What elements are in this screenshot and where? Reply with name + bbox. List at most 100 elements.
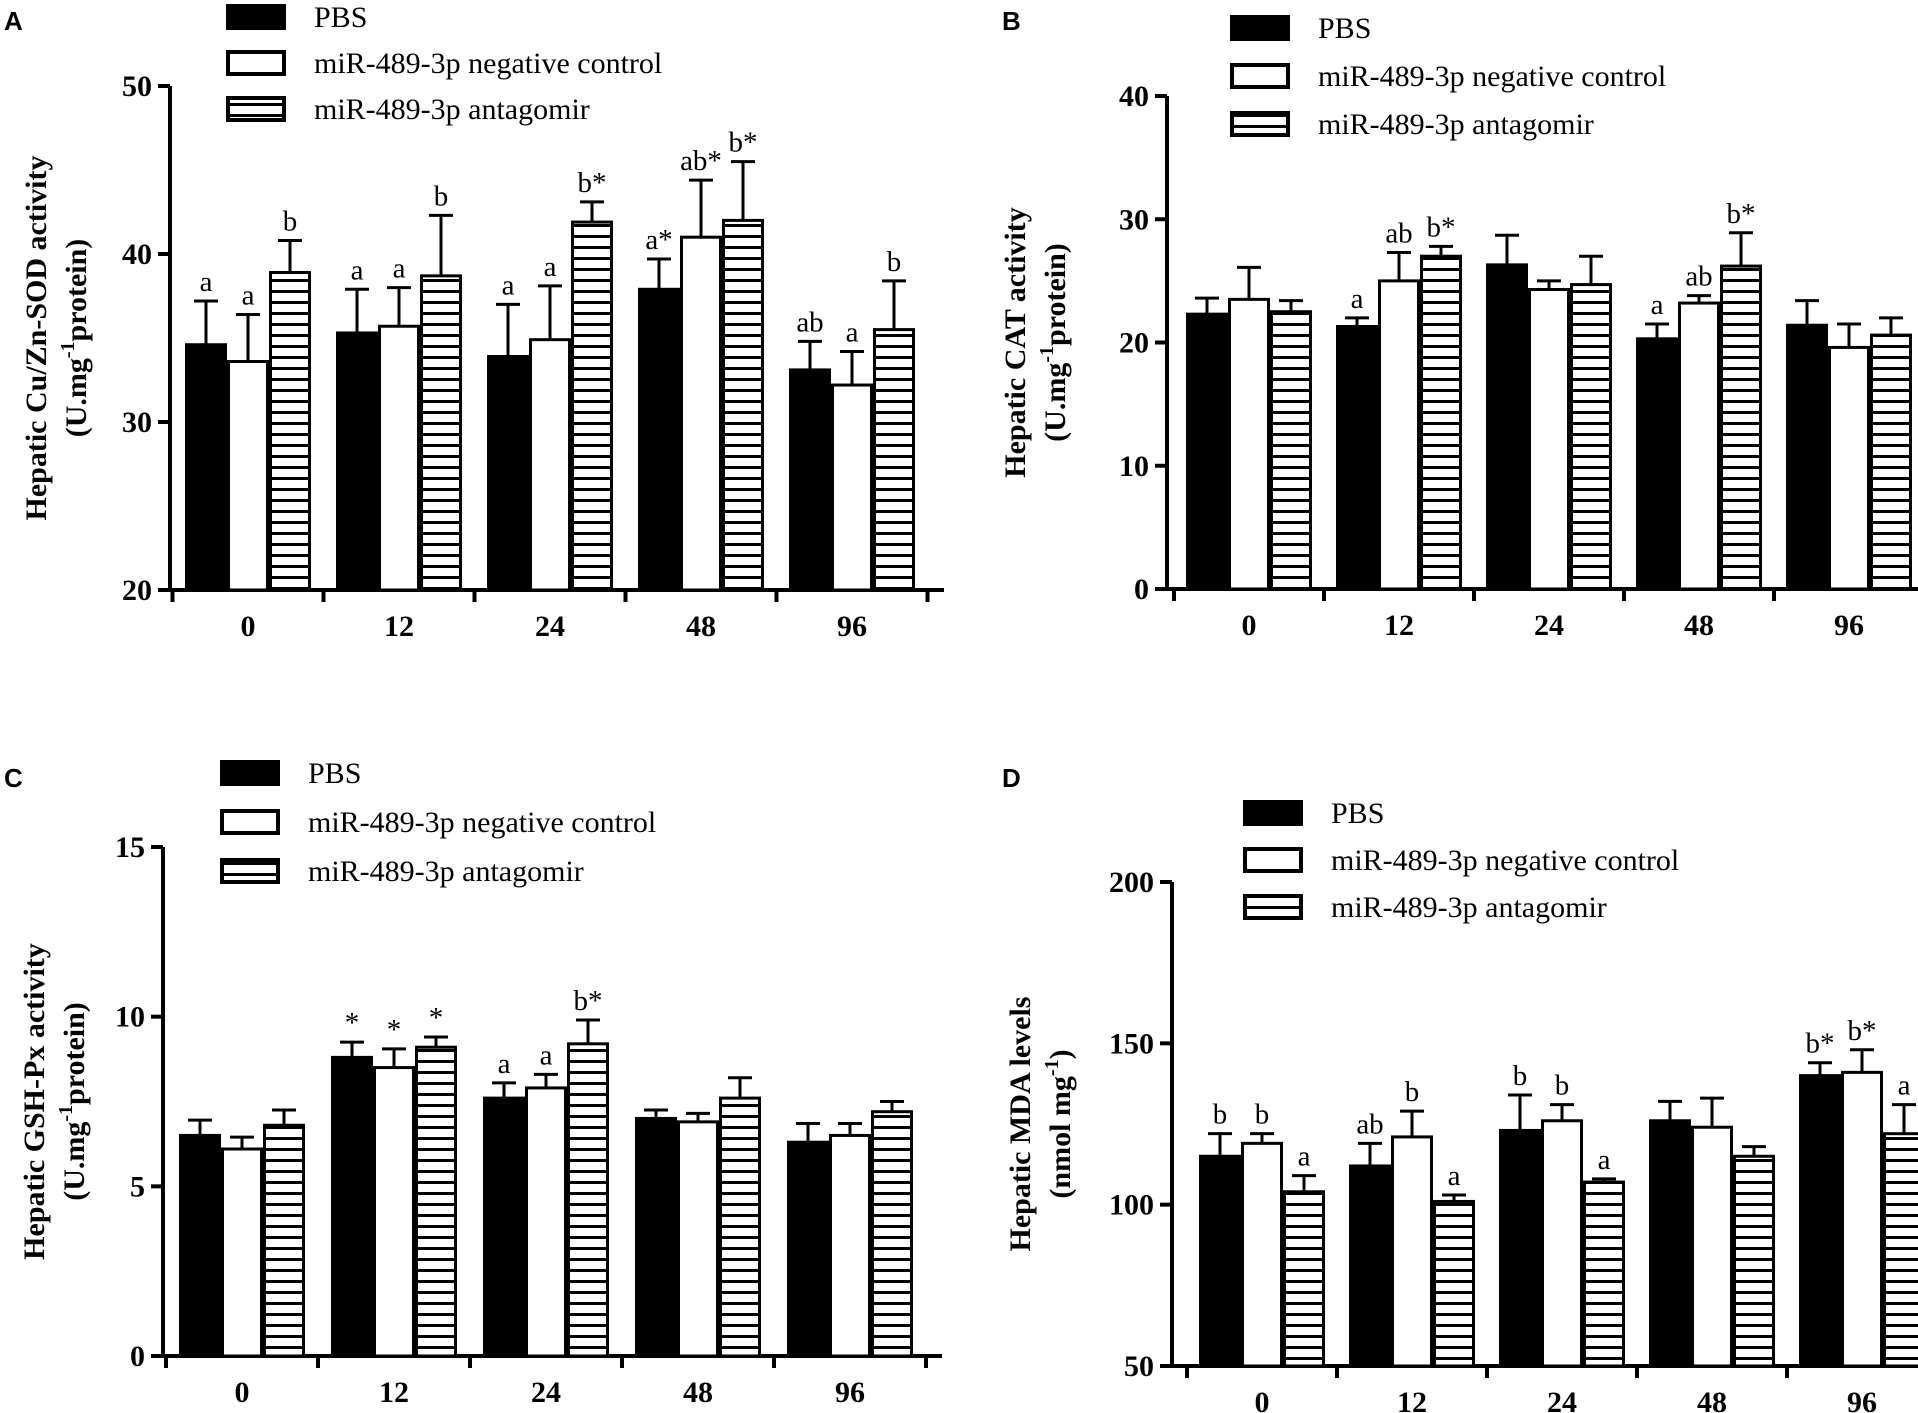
panel-d-bar-pbs bbox=[1499, 1128, 1541, 1368]
panel-d-legend-label-antagomir: miR-489-3p antagomir bbox=[1331, 891, 1607, 924]
panel-b-legend-label-antagomir: miR-489-3p antagomir bbox=[1318, 108, 1594, 141]
panel-d-significance-label: a bbox=[1598, 1144, 1611, 1176]
panel-a-y-tick-label: 50 bbox=[122, 70, 152, 103]
panel-d-bar-negative-control bbox=[1241, 1141, 1283, 1368]
panel-c-bar-negative-control bbox=[525, 1086, 567, 1358]
panel-d-letter: D bbox=[1002, 763, 1021, 793]
panel-a-bar-negative-control bbox=[831, 383, 873, 592]
panel-d-bar-antagomir bbox=[1733, 1154, 1775, 1368]
panel-a-bar-pbs bbox=[638, 287, 680, 592]
panel-a-bar-antagomir bbox=[420, 274, 462, 592]
panel-b-bar-pbs bbox=[1786, 323, 1828, 591]
panel-b-significance-label: b* bbox=[1427, 211, 1456, 243]
panel-d-x-tick-label: 0 bbox=[1255, 1386, 1270, 1413]
panel-c-legend-swatch-pbs bbox=[220, 760, 280, 786]
panel-c-y-tick-label: 0 bbox=[130, 1340, 145, 1373]
panel-c-y-axis-title-line1: Hepatic GSH-Px activity bbox=[18, 943, 51, 1260]
panel-c-bar-pbs bbox=[331, 1055, 373, 1358]
panel-b-legend: PBS miR-489-3p negative control miR-489-3p… bbox=[1230, 12, 1666, 141]
panel-c-significance-label: b* bbox=[574, 985, 603, 1017]
panel-d-bar-pbs bbox=[1199, 1154, 1241, 1368]
panel-a-significance-label: b* bbox=[729, 127, 758, 159]
panel-b-y-tick-label: 40 bbox=[1119, 80, 1149, 113]
panel-c-bar-antagomir bbox=[567, 1042, 609, 1358]
panel-b-legend-swatch-negative-control bbox=[1230, 63, 1290, 89]
panel-b-bar-antagomir bbox=[1270, 310, 1312, 591]
panel-d-significance-label: b bbox=[1555, 1070, 1570, 1102]
panel-a-letter: A bbox=[4, 6, 23, 36]
panel-c-significance-label: a bbox=[540, 1039, 553, 1071]
panel-c-legend-swatch-negative-control bbox=[220, 809, 280, 835]
panel-a-bar-negative-control bbox=[378, 324, 420, 592]
panel-d-y-tick-label: 200 bbox=[1109, 866, 1154, 899]
panel-c-legend: PBS miR-489-3p negative control miR-489-3p… bbox=[220, 757, 656, 888]
panel-a-bar-negative-control bbox=[227, 360, 269, 592]
panel-c-bar-antagomir bbox=[871, 1110, 913, 1358]
panel-d-y-axis-title-line1: Hepatic MDA levels bbox=[1004, 997, 1037, 1252]
panel-a-x-tick-label: 12 bbox=[384, 610, 414, 643]
panel-b-y-tick-label: 30 bbox=[1119, 203, 1149, 236]
panel-a-legend-swatch-antagomir bbox=[226, 96, 286, 122]
panel-b-bar-negative-control bbox=[1678, 301, 1720, 591]
panel-b-legend-label-negative-control: miR-489-3p negative control bbox=[1318, 60, 1666, 93]
panel-d-significance-label: b bbox=[1213, 1099, 1228, 1131]
panel-c-bar-negative-control bbox=[373, 1066, 415, 1358]
panel-d-bar-antagomir bbox=[1433, 1199, 1475, 1368]
panel-a-bar-antagomir bbox=[722, 218, 764, 592]
panel-c-y-axis-title-line2: (U.mg-1protein) bbox=[55, 1002, 91, 1201]
panel-a-significance-label: b bbox=[283, 206, 298, 238]
panel-b-bar-pbs bbox=[1336, 324, 1378, 591]
panel-b-y-axis-title-line1: Hepatic CAT activity bbox=[999, 207, 1032, 478]
panel-d-legend-label-pbs: PBS bbox=[1331, 797, 1384, 830]
panel-d-bar-pbs bbox=[1799, 1074, 1841, 1368]
panel-a-y-axis-title: Hepatic Cu/Zn-SOD activity (U.mg-1protein… bbox=[20, 156, 93, 521]
panel-d-significance-label: a bbox=[1898, 1070, 1911, 1102]
panel-b-letter: B bbox=[1002, 6, 1021, 36]
panel-a-bar-antagomir bbox=[571, 220, 613, 592]
panel-b-x-tick-label: 12 bbox=[1384, 609, 1414, 642]
panel-b-significance-label: ab bbox=[1685, 261, 1712, 293]
panel-c-y-axis-title: Hepatic GSH-Px activity (U.mg-1protein) bbox=[18, 943, 91, 1260]
panel-d-y-tick-label: 100 bbox=[1109, 1189, 1154, 1222]
panel-b-bar-antagomir bbox=[1720, 264, 1762, 591]
panel-c-bar-antagomir bbox=[719, 1096, 761, 1358]
panel-d-x-tick-label: 12 bbox=[1397, 1386, 1427, 1413]
panel-a-legend: PBS miR-489-3p negative control miR-489-3p… bbox=[226, 1, 662, 126]
panel-a-x-tick-label: 0 bbox=[241, 610, 256, 643]
panel-c-y-tick-label: 5 bbox=[130, 1170, 145, 1203]
panel-b-legend-label-pbs: PBS bbox=[1318, 12, 1371, 45]
panel-b-bar-antagomir bbox=[1420, 254, 1462, 591]
panel-a-legend-label-antagomir: miR-489-3p antagomir bbox=[314, 93, 590, 126]
panel-a-significance-label: ab bbox=[796, 306, 823, 338]
panel-a-bar-pbs bbox=[789, 368, 831, 592]
panel-a-significance-label: ab* bbox=[680, 145, 722, 177]
panel-d-x-tick-label: 48 bbox=[1697, 1386, 1727, 1413]
panel-c-significance-label: * bbox=[429, 1002, 444, 1034]
panel-b-x-tick-label: 96 bbox=[1834, 609, 1864, 642]
panel-b-x-tick-label: 48 bbox=[1684, 609, 1714, 642]
panel-c-bar-antagomir bbox=[415, 1045, 457, 1358]
panel-a-significance-label: a bbox=[242, 279, 255, 311]
panel-c-x-tick-label: 96 bbox=[835, 1376, 865, 1409]
panel-a-chart: A PBS miR-489-3p negative control miR-489-… bbox=[4, 1, 944, 643]
panel-b-bar-negative-control bbox=[1228, 297, 1270, 591]
panel-d-legend-swatch-negative-control bbox=[1243, 847, 1303, 873]
panel-a-legend-swatch-pbs bbox=[226, 4, 286, 30]
panel-a-y-axis-title-line1: Hepatic Cu/Zn-SOD activity bbox=[20, 156, 53, 521]
panel-a-x-tick-label: 96 bbox=[837, 610, 867, 643]
panel-c-legend-label-pbs: PBS bbox=[308, 757, 361, 790]
panel-c-x-tick-label: 0 bbox=[235, 1376, 250, 1409]
panel-c-letter: C bbox=[4, 763, 23, 793]
panel-d-bar-antagomir bbox=[1283, 1190, 1325, 1368]
panel-a-bar-pbs bbox=[487, 354, 529, 592]
panel-a-significance-label: a bbox=[544, 251, 557, 283]
panel-c-legend-label-negative-control: miR-489-3p negative control bbox=[308, 806, 656, 839]
panel-b-bar-pbs bbox=[1186, 312, 1228, 591]
panel-b-bar-antagomir bbox=[1570, 283, 1612, 591]
panel-a-significance-label: a bbox=[846, 316, 859, 348]
panel-a-significance-label: a* bbox=[645, 224, 672, 256]
panel-c-significance-label: * bbox=[345, 1007, 360, 1039]
panel-c-legend-swatch-antagomir bbox=[220, 858, 280, 884]
